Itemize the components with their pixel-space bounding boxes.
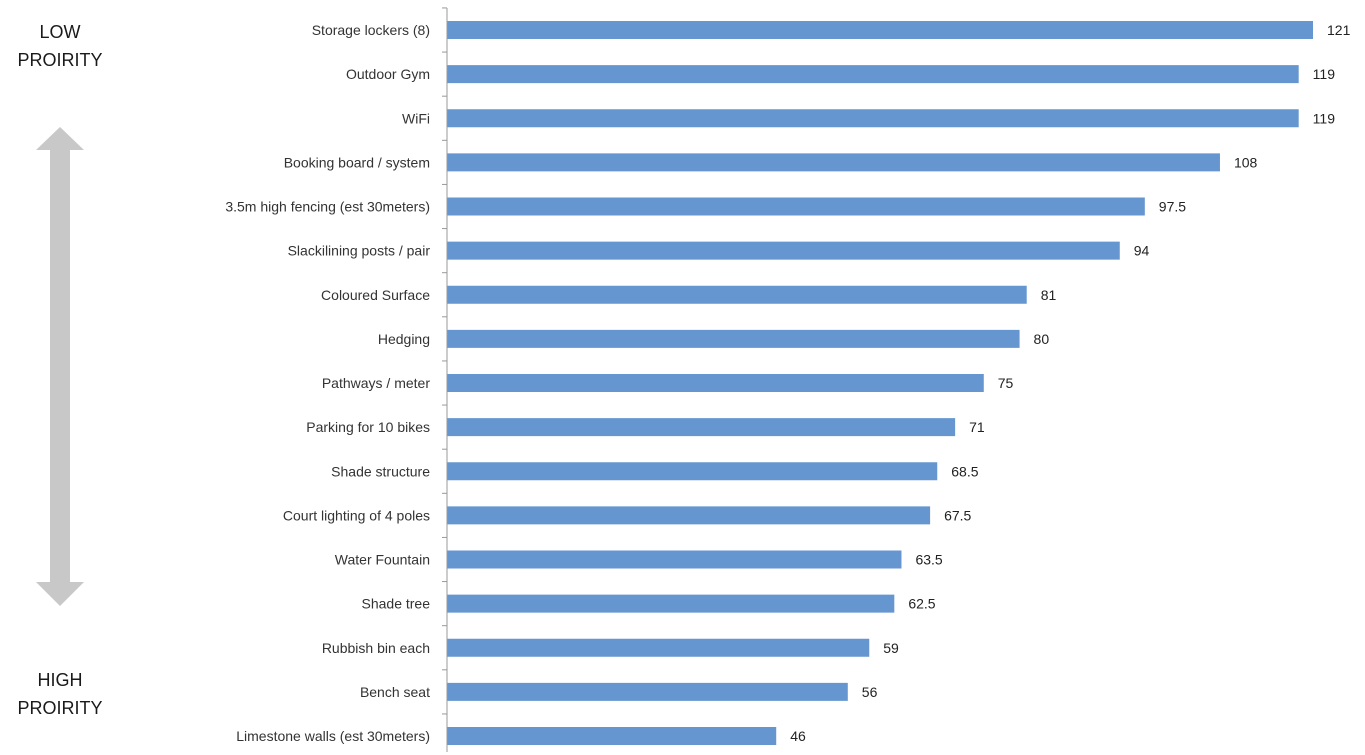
category-label: Booking board / system xyxy=(284,154,430,170)
category-label: Shade tree xyxy=(362,596,431,612)
category-label: Parking for 10 bikes xyxy=(306,419,430,435)
data-label: 59 xyxy=(883,640,899,656)
category-label: 3.5m high fencing (est 30meters) xyxy=(225,199,430,215)
bar xyxy=(447,197,1145,216)
category-axis xyxy=(442,7,448,752)
category-label: Water Fountain xyxy=(335,552,430,568)
category-label: Shade structure xyxy=(331,463,430,479)
data-label: 119 xyxy=(1313,110,1336,126)
data-label: 75 xyxy=(998,375,1014,391)
category-label: Pathways / meter xyxy=(322,375,430,391)
data-label: 80 xyxy=(1034,331,1050,347)
bar xyxy=(447,682,848,701)
data-label: 119 xyxy=(1313,66,1336,82)
low-priority-label: LOW PROIRITY xyxy=(0,18,120,74)
high-priority-line2: PROIRITY xyxy=(17,698,103,718)
priority-double-arrow-icon xyxy=(36,127,84,606)
bar xyxy=(447,241,1120,260)
bar xyxy=(447,727,777,745)
data-label: 71 xyxy=(969,419,985,435)
data-label: 81 xyxy=(1041,287,1057,303)
bar xyxy=(447,594,895,613)
bar xyxy=(447,109,1299,128)
value-labels-group: 121 119 119 108 97.5 94 81 80 75 71 68.5 67.5 63.5 62… xyxy=(790,22,1350,744)
data-label: 63.5 xyxy=(915,552,942,568)
bar xyxy=(447,285,1027,304)
data-label: 62.5 xyxy=(908,596,935,612)
category-label: Court lighting of 4 poles xyxy=(283,507,430,523)
bar xyxy=(447,462,938,481)
category-label: Coloured Surface xyxy=(321,287,430,303)
category-label: Rubbish bin each xyxy=(322,640,430,656)
bar xyxy=(447,329,1020,348)
data-label: 121 xyxy=(1327,22,1351,38)
category-label: Limestone walls (est 30meters) xyxy=(236,728,430,744)
bar xyxy=(447,550,902,569)
data-label: 97.5 xyxy=(1159,199,1186,215)
high-priority-line1: HIGH xyxy=(37,670,83,690)
category-label: Outdoor Gym xyxy=(346,66,430,82)
double-arrow-shape xyxy=(36,127,84,606)
category-label: Hedging xyxy=(378,331,430,347)
data-label: 56 xyxy=(862,684,878,700)
bar xyxy=(447,638,870,657)
high-priority-label: HIGH PROIRITY xyxy=(0,666,120,722)
low-priority-line2: PROIRITY xyxy=(17,50,103,70)
category-label: Storage lockers (8) xyxy=(312,22,430,38)
bars-group xyxy=(447,21,1313,745)
data-label: 67.5 xyxy=(944,507,971,523)
low-priority-line1: LOW xyxy=(39,22,81,42)
bar xyxy=(447,153,1220,172)
bar xyxy=(447,506,931,525)
category-label: WiFi xyxy=(402,110,430,126)
data-label: 46 xyxy=(790,728,806,744)
data-label: 94 xyxy=(1134,243,1150,259)
data-label: 108 xyxy=(1234,154,1258,170)
category-label: Bench seat xyxy=(360,684,430,700)
bar xyxy=(447,418,956,437)
bar xyxy=(447,21,1313,39)
data-label: 68.5 xyxy=(951,463,978,479)
category-labels-group: Storage lockers (8) Outdoor Gym WiFi Bookin… xyxy=(225,22,430,744)
bar xyxy=(447,374,984,392)
category-label: Slackilining posts / pair xyxy=(288,243,431,259)
bar xyxy=(447,65,1299,84)
